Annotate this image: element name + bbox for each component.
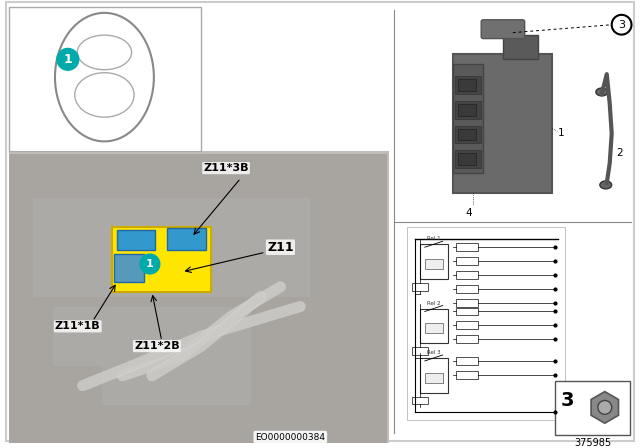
Bar xyxy=(167,228,206,250)
Bar xyxy=(458,129,476,140)
Bar xyxy=(8,151,389,443)
Bar xyxy=(458,79,476,91)
Bar xyxy=(456,76,481,94)
Circle shape xyxy=(140,254,160,274)
Bar xyxy=(412,347,428,355)
Bar xyxy=(458,104,476,116)
Text: Rel 2: Rel 2 xyxy=(427,301,440,306)
Circle shape xyxy=(598,401,612,414)
Bar xyxy=(420,244,447,279)
Bar xyxy=(115,254,144,282)
Bar xyxy=(456,285,478,293)
Text: 3: 3 xyxy=(561,391,574,410)
Bar xyxy=(456,257,478,265)
Bar xyxy=(456,125,481,143)
Text: Z11*1B: Z11*1B xyxy=(55,321,100,332)
Text: 3: 3 xyxy=(618,20,625,30)
Bar xyxy=(454,64,483,173)
Bar xyxy=(458,153,476,165)
Bar xyxy=(420,309,447,343)
Circle shape xyxy=(57,48,79,70)
FancyBboxPatch shape xyxy=(481,20,525,39)
Text: 2: 2 xyxy=(616,148,623,158)
Bar xyxy=(456,101,481,119)
Text: Rel 3: Rel 3 xyxy=(427,350,440,355)
Ellipse shape xyxy=(77,35,132,70)
Bar xyxy=(8,154,387,443)
Bar xyxy=(456,299,478,306)
Bar xyxy=(420,358,447,392)
Bar xyxy=(425,323,443,333)
Bar xyxy=(456,307,478,315)
Text: Z11*2B: Z11*2B xyxy=(134,341,180,351)
Text: 375985: 375985 xyxy=(574,438,611,448)
Bar xyxy=(556,381,630,435)
Bar xyxy=(503,34,538,59)
Bar xyxy=(425,259,443,269)
Text: 4: 4 xyxy=(465,207,472,218)
Text: Z11*3B: Z11*3B xyxy=(204,163,249,173)
Ellipse shape xyxy=(600,181,612,189)
Bar xyxy=(456,357,478,365)
Bar xyxy=(425,373,443,383)
Ellipse shape xyxy=(55,13,154,142)
Text: EO0000000384: EO0000000384 xyxy=(255,433,325,442)
Text: 1: 1 xyxy=(557,129,564,138)
Bar xyxy=(407,228,565,420)
Bar xyxy=(456,335,478,343)
Bar xyxy=(456,371,478,379)
Text: Z11: Z11 xyxy=(267,241,294,254)
Ellipse shape xyxy=(75,73,134,117)
Bar xyxy=(113,228,211,292)
Bar xyxy=(8,7,202,153)
Text: 1: 1 xyxy=(146,259,154,269)
Bar xyxy=(454,54,552,193)
Circle shape xyxy=(612,15,632,34)
Bar xyxy=(412,396,428,405)
Bar xyxy=(102,366,251,405)
Bar xyxy=(456,321,478,329)
Bar xyxy=(456,150,481,168)
Bar xyxy=(53,306,251,366)
Bar xyxy=(33,198,310,297)
Bar xyxy=(117,230,155,250)
Text: 1: 1 xyxy=(63,53,72,66)
Bar xyxy=(412,283,428,291)
Text: Rel 1: Rel 1 xyxy=(427,236,440,241)
Bar xyxy=(456,271,478,279)
Ellipse shape xyxy=(596,88,608,96)
Bar xyxy=(456,243,478,251)
